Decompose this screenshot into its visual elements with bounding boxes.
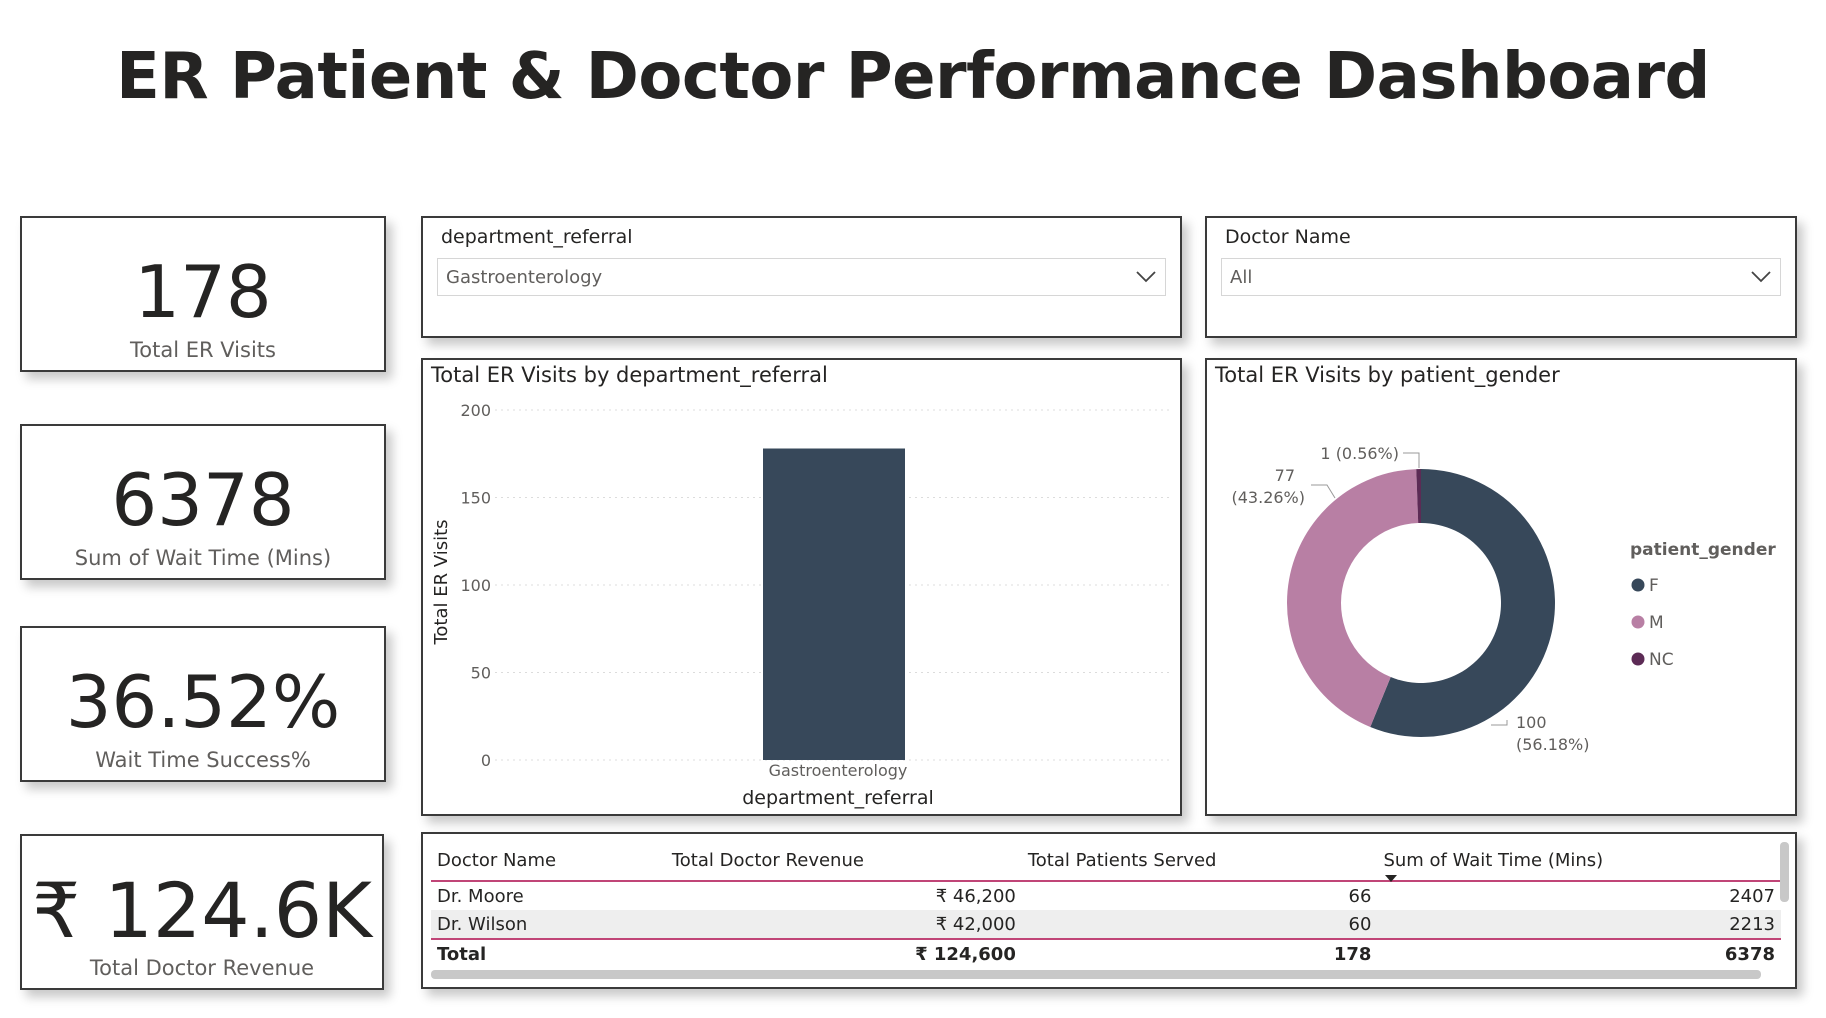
donut-chart: 1 (0.56%) 77 (43.26%) 100 (56.18%) patie… — [1232, 444, 1777, 754]
dashboard-title: ER Patient & Doctor Performance Dashboar… — [116, 40, 1710, 114]
leader-line-m — [1311, 484, 1336, 499]
department-slicer: department_referral Gastroenterology — [421, 216, 1182, 338]
sort-descending-icon — [1385, 875, 1398, 882]
cell-wait-time: 2407 — [1729, 885, 1775, 907]
legend-item-f[interactable]: F — [1649, 576, 1659, 596]
legend-item-m[interactable]: M — [1649, 613, 1664, 633]
x-axis-title: department_referral — [742, 787, 934, 809]
kpi-label: Sum of Wait Time (Mins) — [74, 546, 332, 570]
kpi-value: 36.52% — [65, 660, 341, 744]
leader-line-nc — [1403, 452, 1420, 468]
legend-title: patient_gender — [1630, 540, 1776, 560]
column-header-label: Sum of Wait Time (Mins) — [1383, 849, 1604, 871]
legend-marker-nc — [1631, 652, 1645, 666]
table-total-row: Total ₹ 124,600 178 6378 — [431, 938, 1781, 968]
cell-total-label: Total — [431, 938, 666, 968]
kpi-total-er-visits[interactable]: 178 Total ER Visits — [20, 216, 386, 372]
donut-slice-nc[interactable] — [1416, 469, 1421, 524]
kpi-wait-time-success[interactable]: 36.52% Wait Time Success% — [20, 626, 386, 782]
cell-revenue: ₹ 42,000 — [665, 910, 1022, 939]
donut-slice-f[interactable] — [1370, 469, 1555, 737]
table-row[interactable]: Dr. Wilson ₹ 42,000 60 2213 — [431, 910, 1781, 939]
table-row[interactable]: Dr. Moore ₹ 46,200 66 2407 — [431, 881, 1781, 910]
cell-doctor-name: Dr. Moore — [437, 885, 524, 907]
cell-patients: 60 — [1021, 910, 1378, 939]
department-dropdown[interactable]: Gastroenterology — [437, 258, 1166, 296]
bar-chart: 200 150 100 50 0 Gastroenterology department… — [431, 401, 1173, 809]
y-tick-label: 0 — [481, 751, 491, 770]
chevron-down-icon — [1136, 271, 1156, 283]
data-label-m-count: 77 — [1275, 466, 1295, 485]
legend-marker-f — [1631, 578, 1645, 592]
doctor-dropdown[interactable]: All — [1221, 258, 1781, 296]
cell-patients: 66 — [1348, 885, 1372, 907]
kpi-sum-wait-time[interactable]: 6378 Sum of Wait Time (Mins) — [20, 424, 386, 580]
cell-total-wait-time: 6378 — [1377, 938, 1781, 968]
kpi-value: 178 — [134, 250, 272, 334]
y-tick-label: 200 — [460, 401, 491, 420]
kpi-label: Total Doctor Revenue — [89, 956, 315, 980]
doctor-table: Doctor Name Total Doctor Revenue Total P… — [431, 842, 1781, 968]
dropdown-value: All — [1230, 267, 1253, 288]
column-header-total-doctor-revenue[interactable]: Total Doctor Revenue — [665, 842, 1022, 882]
data-label-f-count: 100 — [1516, 713, 1547, 732]
column-header-sum-wait-time[interactable]: Sum of Wait Time (Mins) — [1377, 842, 1781, 882]
horizontal-scrollbar[interactable] — [431, 970, 1761, 979]
chart-title: Total ER Visits by patient_gender — [1215, 363, 1560, 387]
dropdown-value: Gastroenterology — [446, 267, 603, 288]
doctor-slicer: Doctor Name All — [1205, 216, 1797, 338]
cell-revenue: ₹ 46,200 — [935, 885, 1016, 907]
legend-item-nc[interactable]: NC — [1649, 650, 1674, 670]
data-label-nc: 1 (0.56%) — [1320, 444, 1399, 463]
data-label-f-pct: (56.18%) — [1516, 735, 1590, 754]
kpi-label: Wait Time Success% — [95, 748, 311, 772]
leader-line-f — [1491, 720, 1508, 726]
column-header-total-patients-served[interactable]: Total Patients Served — [1021, 842, 1378, 882]
bar-chart-visual[interactable]: Total ER Visits by department_referral 2… — [421, 358, 1182, 816]
data-label-m-pct: (43.26%) — [1232, 488, 1306, 507]
cell-wait-time: 2213 — [1377, 910, 1781, 939]
cell-total-revenue: ₹ 124,600 — [665, 938, 1022, 968]
bar[interactable] — [763, 448, 905, 761]
cell-total-patients: 178 — [1021, 938, 1378, 968]
y-axis-title: Total ER Visits — [431, 519, 452, 645]
table-header-row: Doctor Name Total Doctor Revenue Total P… — [431, 842, 1781, 882]
slicer-title: Doctor Name — [1225, 226, 1351, 248]
chevron-down-icon — [1751, 271, 1771, 283]
kpi-total-doctor-revenue[interactable]: ₹ 124.6K Total Doctor Revenue — [20, 834, 384, 990]
donut-chart-visual[interactable]: Total ER Visits by patient_gender 1 (0.5… — [1205, 358, 1797, 816]
y-tick-label: 50 — [471, 664, 491, 683]
donut-slice-m[interactable] — [1287, 469, 1419, 728]
y-tick-label: 100 — [460, 576, 491, 595]
slicer-title: department_referral — [441, 226, 633, 248]
kpi-value: ₹ 124.6K — [32, 866, 372, 955]
cell-doctor-name: Dr. Wilson — [431, 910, 666, 939]
y-tick-label: 150 — [460, 489, 491, 508]
doctor-table-visual[interactable]: Doctor Name Total Doctor Revenue Total P… — [421, 832, 1797, 989]
x-tick-label: Gastroenterology — [769, 761, 908, 780]
vertical-scrollbar[interactable] — [1780, 842, 1789, 902]
legend-marker-m — [1631, 615, 1645, 629]
chart-title: Total ER Visits by department_referral — [431, 363, 828, 387]
kpi-value: 6378 — [111, 458, 295, 542]
kpi-label: Total ER Visits — [130, 338, 276, 362]
column-header-doctor-name[interactable]: Doctor Name — [431, 842, 666, 882]
